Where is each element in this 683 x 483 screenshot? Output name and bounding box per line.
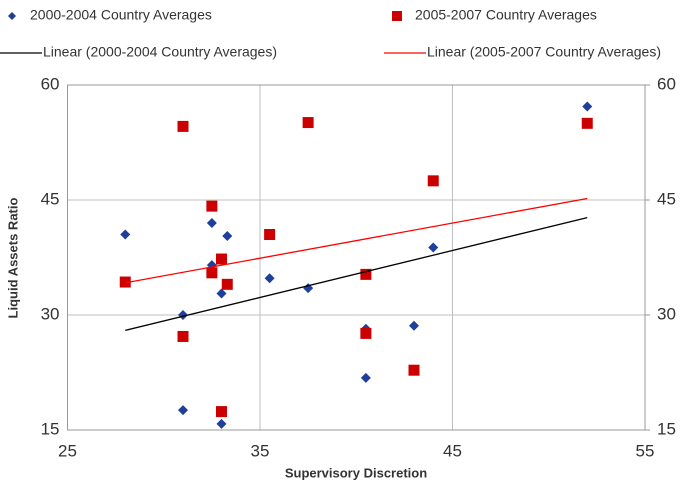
point <box>427 175 439 187</box>
point <box>216 418 227 429</box>
y2-tick-label: 60 <box>657 74 676 93</box>
x-tick-label: 45 <box>443 441 462 460</box>
legend-label: Linear (2005-2007 Country Averages) <box>427 44 661 60</box>
trend-line <box>125 217 588 331</box>
point <box>428 242 439 253</box>
legend-label: 2005-2007 Country Averages <box>415 7 597 23</box>
point <box>119 276 131 288</box>
point <box>177 330 189 342</box>
point <box>302 117 314 129</box>
legend-label: Linear (2000-2004 Country Averages) <box>43 44 277 60</box>
point <box>408 364 420 376</box>
x-axis-label: Supervisory Discretion <box>285 465 427 480</box>
point <box>216 406 227 418</box>
y-tick-label: 15 <box>41 419 60 438</box>
point <box>177 120 189 132</box>
point <box>206 267 218 279</box>
y-tick-label: 30 <box>41 304 60 323</box>
trend-line <box>125 197 588 284</box>
point <box>264 273 275 284</box>
y2-tick-label: 45 <box>657 189 676 208</box>
point <box>264 229 276 240</box>
legend-label: 2000-2004 Country Averages <box>30 7 212 23</box>
point <box>582 101 593 112</box>
y-tick-label: 45 <box>41 189 60 208</box>
y-tick-label: 60 <box>41 74 60 93</box>
point <box>360 268 372 280</box>
legend-marker <box>8 12 16 20</box>
legend-marker <box>392 11 402 21</box>
x-tick-label: 55 <box>636 441 655 460</box>
point <box>222 231 233 242</box>
point <box>178 405 188 416</box>
y-axis-label: Liquid Assets Ratio <box>5 198 20 319</box>
point <box>120 229 131 240</box>
point <box>409 320 419 331</box>
point <box>360 372 371 383</box>
point <box>216 253 227 265</box>
y2-tick-label: 15 <box>657 419 676 438</box>
point <box>221 278 233 290</box>
plot-border <box>67 84 646 431</box>
x-tick-label: 25 <box>58 441 77 460</box>
x-tick-label: 35 <box>251 441 270 460</box>
point <box>206 200 218 212</box>
point <box>216 288 227 299</box>
point <box>581 117 593 129</box>
point <box>360 327 372 339</box>
point <box>206 218 217 228</box>
y2-tick-label: 30 <box>657 304 676 323</box>
